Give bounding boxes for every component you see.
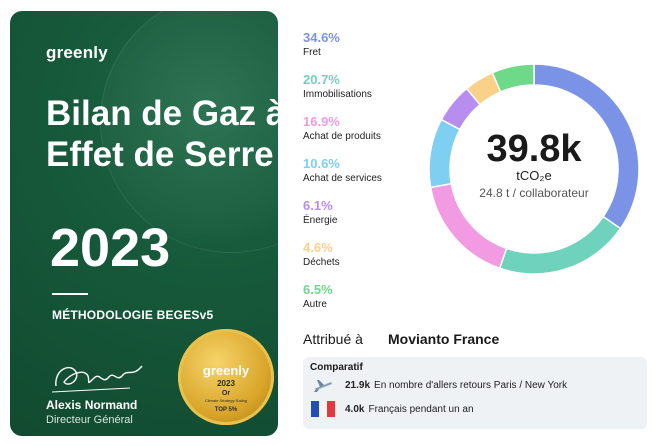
airplane-icon [314,380,332,392]
legend-percent: 4.6% [303,240,333,255]
legend-label: Fret [303,47,321,58]
certificate-year: 2023 [50,218,171,278]
legend-percent: 34.6% [303,30,340,45]
legend-percent: 10.6% [303,156,340,171]
emissions-donut-chart [428,63,640,275]
legend-label: Déchets [303,257,340,268]
company-name: Movianto France [388,331,500,347]
badge-rank: Or [221,390,231,397]
badge-brand: greenly [202,363,250,378]
legend-item: 4.6% Déchets [303,240,453,268]
donut-center: 39.8k tCO₂e 24.8 t / collaborateur [425,60,643,278]
legend-percent: 20.7% [303,72,340,87]
methodology-label: MÉTHODOLOGIE BEGESv5 [52,308,214,322]
legend-percent: 6.1% [303,198,333,213]
gold-rating-badge: greenly 2023 Or Climate Strategy Rating … [178,329,274,425]
comparatif-value: 21.9k [345,379,371,391]
legend-label: Énergie [303,215,338,226]
legend-percent: 16.9% [303,114,340,129]
legend-label: Achat de services [303,173,382,184]
certificate-title: Bilan de Gaz à Effet de Serre [46,94,278,174]
legend-item: 16.9% Achat de produits [303,114,453,142]
legend-item: 10.6% Achat de services [303,156,453,184]
attribution-label: Attribué à [303,331,363,347]
signature-image [51,365,143,393]
comparatif-text: En nombre d'allers retours Paris / New Y… [374,379,568,391]
emissions-unit: tCO₂e [516,168,552,183]
legend-item: 6.1% Énergie [303,198,453,226]
comparatif-value: 4.0k [345,403,365,415]
badge-subtitle: Climate Strategy Rating [204,398,248,403]
legend-label: Autre [303,299,327,310]
signer-role: Directeur Général [46,414,133,426]
greenly-logo: greenly [46,43,108,62]
legend-item: 6.5% Autre [303,282,453,310]
legend-label: Achat de produits [303,131,381,142]
comparatif-row: 21.9k En nombre d'allers retours Paris /… [311,377,567,393]
comparatif-row: 4.0k Français pendant un an [311,401,474,417]
divider [52,293,88,295]
badge-top: TOP 5% [214,407,238,413]
comparatif-panel: Comparatif 21.9k En nombre d'allers reto… [303,357,647,429]
legend-item: 20.7% Immobilisations [303,72,453,100]
legend-item: 34.6% Fret [303,30,453,58]
badge-year: 2023 [217,379,235,388]
legend-percent: 6.5% [303,282,333,297]
comparatif-title: Comparatif [310,362,363,373]
comparatif-text: Français pendant un an [368,403,474,415]
emissions-per-employee: 24.8 t / collaborateur [479,186,589,200]
attribution: Attribué à Movianto France [303,331,499,347]
donut-slice-7 [491,63,535,93]
french-flag-icon [311,401,335,417]
legend-label: Immobilisations [303,89,372,100]
total-emissions: 39.8k [486,128,582,170]
signer-name: Alexis Normand [46,398,138,412]
certificate-card: greenly Bilan de Gaz à Effet de Serre 20… [10,11,278,436]
